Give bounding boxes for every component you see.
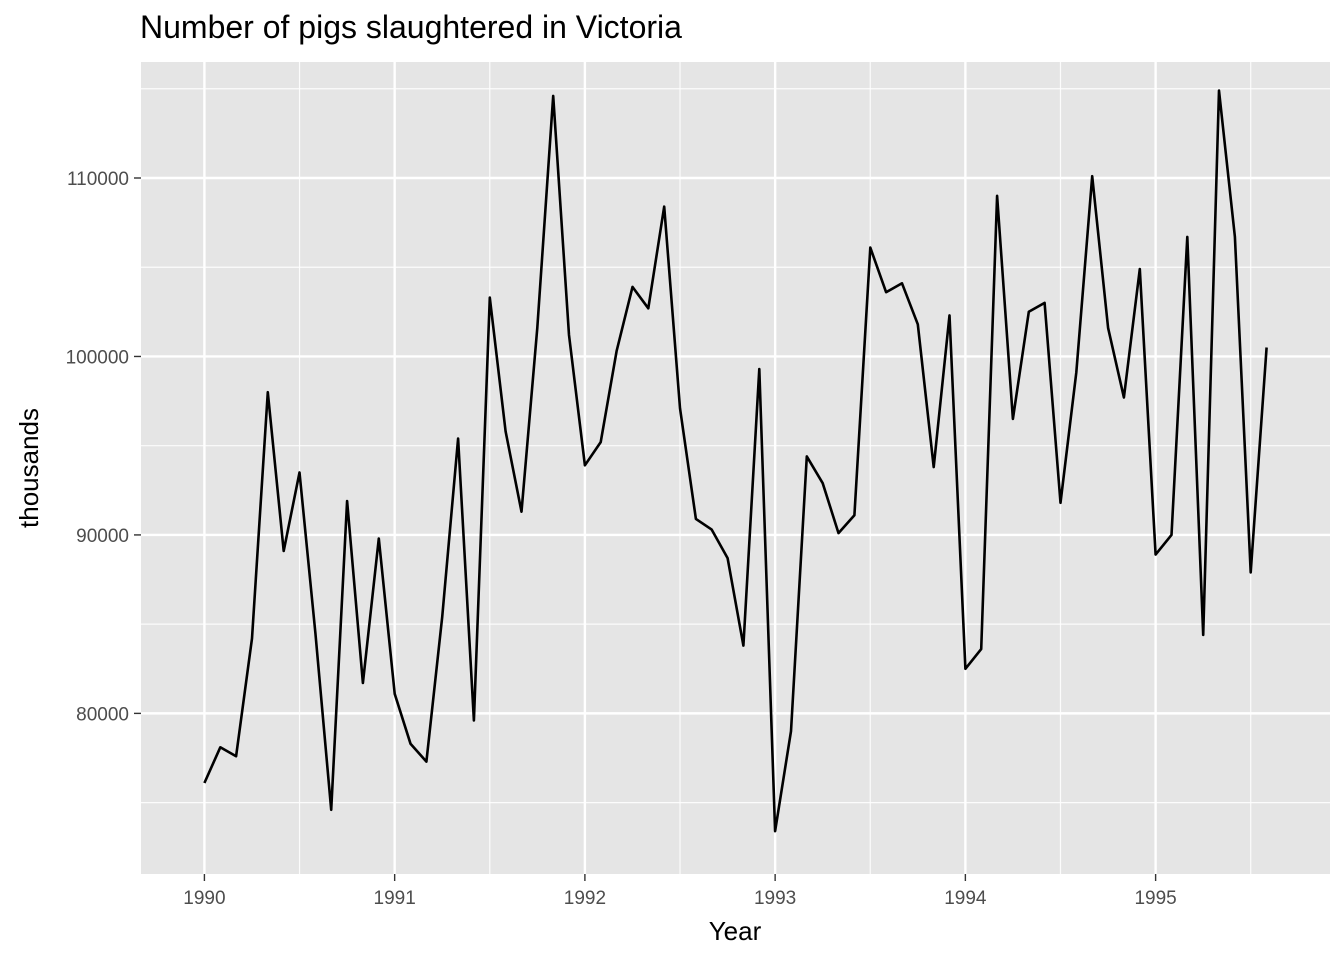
chart-title: Number of pigs slaughtered in Victoria <box>140 9 682 45</box>
series-line <box>203 89 1268 833</box>
x-tick-label: 1993 <box>754 888 796 909</box>
y-tick-label: 110000 <box>67 169 129 190</box>
plot-panel <box>141 62 1330 874</box>
x-tick-label: 1991 <box>374 888 416 909</box>
y-tick-label: 90000 <box>76 526 129 547</box>
y-tick-label: 80000 <box>76 704 129 725</box>
grid-lines <box>141 62 1330 874</box>
x-tick-labels: 1990 1991 1992 1993 1994 1995 <box>183 888 1176 909</box>
x-tick-label: 1994 <box>944 888 987 909</box>
y-tick-label: 100000 <box>66 347 129 368</box>
x-tick-label: 1995 <box>1134 888 1176 909</box>
x-tick-label: 1990 <box>183 888 225 909</box>
y-tick-labels: 80000 90000 100000 110000 <box>66 169 129 725</box>
y-axis-title: thousands <box>14 408 44 528</box>
axis-ticks <box>134 177 1157 881</box>
x-tick-label: 1992 <box>564 888 606 909</box>
x-axis-title: Year <box>709 916 762 946</box>
